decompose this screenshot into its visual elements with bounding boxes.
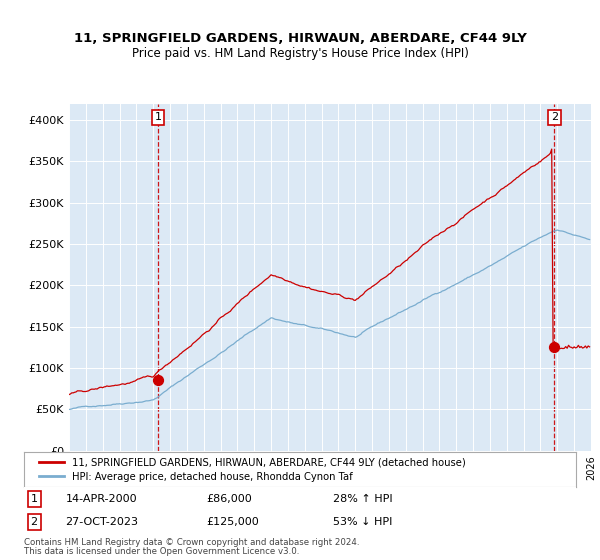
Text: 14-APR-2000: 14-APR-2000 (65, 494, 137, 503)
Text: 53% ↓ HPI: 53% ↓ HPI (333, 517, 392, 526)
Text: This data is licensed under the Open Government Licence v3.0.: This data is licensed under the Open Gov… (24, 548, 299, 557)
Text: 27-OCT-2023: 27-OCT-2023 (65, 517, 139, 526)
Legend: 11, SPRINGFIELD GARDENS, HIRWAUN, ABERDARE, CF44 9LY (detached house), HPI: Aver: 11, SPRINGFIELD GARDENS, HIRWAUN, ABERDA… (35, 454, 469, 486)
Text: 2: 2 (551, 113, 558, 122)
Text: 2: 2 (31, 517, 38, 526)
Text: Contains HM Land Registry data © Crown copyright and database right 2024.: Contains HM Land Registry data © Crown c… (24, 539, 359, 548)
Point (153, 375, 163, 384)
Text: £125,000: £125,000 (206, 517, 259, 526)
Text: 11, SPRINGFIELD GARDENS, HIRWAUN, ABERDARE, CF44 9LY: 11, SPRINGFIELD GARDENS, HIRWAUN, ABERDA… (74, 32, 526, 45)
Text: £86,000: £86,000 (206, 494, 252, 503)
Text: Price paid vs. HM Land Registry's House Price Index (HPI): Price paid vs. HM Land Registry's House … (131, 47, 469, 60)
Text: 1: 1 (155, 113, 161, 122)
Text: 28% ↑ HPI: 28% ↑ HPI (333, 494, 393, 503)
Text: 1: 1 (31, 494, 38, 503)
Point (550, 343, 559, 352)
